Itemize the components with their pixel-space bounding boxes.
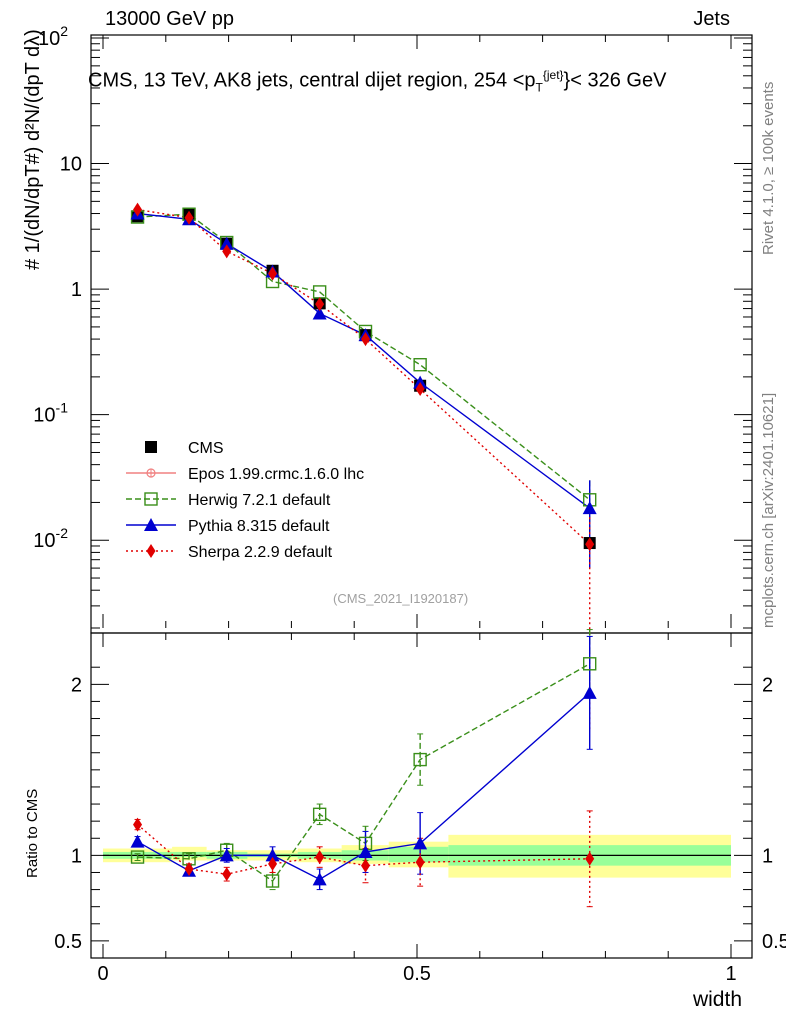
marker-herwig <box>413 358 427 372</box>
ratio-y-tick-label-left: 0.5 <box>54 931 82 953</box>
ratio-uncertainty-bands <box>103 834 731 878</box>
title-end: }< 326 GeV <box>563 69 667 92</box>
ratio-plot-frame <box>90 632 753 959</box>
marker-pythia <box>130 834 145 848</box>
ratio-y-tick-label-left: 2 <box>71 674 82 696</box>
marker-sherpa <box>361 858 371 873</box>
marker-sherpa <box>222 244 232 259</box>
mcplots-label: mcplots.cern.ch [arXiv:2401.10621] <box>760 392 777 628</box>
energy-label: 13000 GeV pp <box>105 8 234 30</box>
legend: CMS Epos 1.99.crmc.1.6.0 lhc Herwig 7.2.1 … <box>126 440 364 561</box>
marker-sherpa <box>268 856 278 871</box>
rivet-version-label: Rivet 4.1.0, ≥ 100k events <box>760 81 777 255</box>
marker-pythia <box>312 872 327 886</box>
marker-pythia <box>265 848 280 862</box>
plot-title: CMS, 13 TeV, AK8 jets, central dijet reg… <box>88 68 666 95</box>
tick-labels: 10-2 10-1 1 10 102 0.5 0.5 1 1 2 2 0 0.5 1 <box>33 23 786 985</box>
y-tick-label: 10-2 <box>33 525 68 552</box>
marker-pythia <box>144 518 158 531</box>
marker-sherpa <box>585 851 595 866</box>
legend-label-epos: Epos 1.99.crmc.1.6.0 lhc <box>188 466 364 483</box>
marker-sherpa <box>222 867 232 882</box>
marker-herwig <box>265 874 280 888</box>
legend-label-sherpa: Sherpa 2.2.9 default <box>188 544 333 561</box>
marker-pythia <box>582 685 597 699</box>
marker-sherpa <box>146 544 156 558</box>
main-line-sherpa <box>137 208 591 545</box>
marker-herwig <box>144 492 158 506</box>
marker-sherpa <box>133 202 143 217</box>
ratio-y-tick-label-right: 0.5 <box>762 931 786 953</box>
marker-sherpa <box>315 297 325 312</box>
marker-sherpa <box>415 855 425 870</box>
marker-pythia <box>582 501 597 515</box>
marker-herwig <box>130 850 145 864</box>
ratio-line-pythia <box>137 692 591 881</box>
main-y-axis-label: # 1/(dN/dpT#) d²N/(dpT dλ) <box>22 29 44 270</box>
marker-herwig <box>583 657 597 671</box>
marker-sherpa <box>133 817 143 832</box>
ratio-y-tick-label-left: 1 <box>71 845 82 867</box>
marker-sherpa <box>585 537 595 552</box>
data-markers <box>130 202 597 888</box>
marker-pythia <box>219 848 234 862</box>
marker-sherpa <box>361 332 371 347</box>
legend-label-cms: CMS <box>188 440 224 457</box>
marker-sherpa <box>315 850 325 865</box>
ratio-y-axis-label: Ratio to CMS <box>24 788 41 878</box>
ratio-y-tick-label-right: 1 <box>762 845 773 867</box>
y-tick-label: 1 <box>71 279 82 301</box>
category-label: Jets <box>693 8 730 30</box>
title-sup: {jet} <box>542 68 564 82</box>
title-sub: T <box>535 80 543 95</box>
marker-sherpa <box>415 382 425 397</box>
marker-herwig <box>413 752 427 767</box>
ratio-y-tick-label-right: 2 <box>762 674 773 696</box>
marker-pythia <box>413 836 428 850</box>
ratio-line-sherpa <box>137 824 590 875</box>
band-inner <box>388 846 449 863</box>
plot-frames <box>90 34 753 959</box>
legend-label-pythia: Pythia 8.315 default <box>188 518 330 535</box>
title-text: CMS, 13 TeV, AK8 jets, central dijet reg… <box>88 69 536 92</box>
marker-pythia <box>358 844 373 858</box>
marker-sherpa <box>184 862 194 877</box>
marker-pythia <box>312 306 327 320</box>
marker-cms <box>145 441 157 453</box>
x-tick-label: 0 <box>97 963 108 985</box>
axis-ticks <box>91 35 752 958</box>
main-line-pythia <box>137 212 591 509</box>
y-tick-label: 10-1 <box>33 400 68 427</box>
y-tick-label: 10 <box>60 154 82 176</box>
marker-pythia <box>219 236 234 250</box>
x-tick-label: 1 <box>725 963 736 985</box>
analysis-id-label: (CMS_2021_I1920187) <box>333 591 469 606</box>
marker-sherpa <box>268 266 278 281</box>
marker-herwig <box>312 807 327 822</box>
y-tick-label: 102 <box>38 23 68 50</box>
legend-label-herwig: Herwig 7.2.1 default <box>188 492 331 509</box>
x-axis-label: width <box>692 988 742 1011</box>
marker-sherpa <box>184 210 194 225</box>
x-tick-label: 0.5 <box>403 963 431 985</box>
